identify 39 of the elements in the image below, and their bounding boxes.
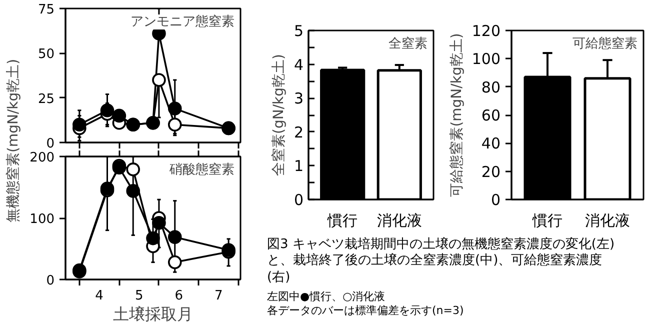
y-tick-label: 80	[481, 78, 501, 96]
text: 可給態窒素	[572, 36, 638, 52]
y-tick-label: 0	[294, 191, 304, 209]
y-axis-title: 無機態窒素(mgN/kg乾土)	[6, 58, 22, 222]
y-tick-label: 1	[294, 157, 304, 176]
x-tick-label: 慣行	[532, 212, 562, 230]
y-tick-label: 0	[490, 191, 501, 209]
y-tick-label: 100	[30, 212, 55, 227]
text: 全窒素	[388, 36, 428, 52]
y-tick-label: 200	[30, 150, 55, 166]
text: 硝酸態窒素	[168, 162, 234, 178]
text: 各データのバーは標準偏差を示す(n=3)	[267, 304, 465, 318]
x-tick-label: 6	[174, 288, 183, 304]
y-tick-label: 60	[481, 106, 501, 124]
y-tick-label: 20	[481, 162, 501, 181]
text: アンモニア態窒素	[130, 14, 234, 30]
x-tick-label: 慣行	[326, 212, 358, 230]
x-tick-label: 消化液	[585, 212, 630, 230]
y-tick-label: 4	[294, 56, 304, 74]
y-tick-label: 120	[472, 22, 501, 40]
x-axis-title: 土壌採取月	[113, 304, 193, 324]
x-tick-label: 5	[134, 288, 144, 304]
caption: 図3 キャベツ栽培期間中の土壌の無機態窒素濃度の変化(左)と、栽培終了後の土壌の全窒素濃度(中)、可給態窒素濃度(右)	[267, 237, 616, 286]
y-tick-label: 75	[38, 2, 55, 18]
y-tick-label: 0	[46, 136, 55, 152]
y-axis-title: 全窒素(gN/kg乾土)	[270, 54, 287, 176]
y-tick-label: 40	[481, 134, 501, 153]
x-tick-label: 消化液	[376, 212, 422, 230]
y-tick-label: 5	[294, 22, 304, 40]
y-tick-label: 50	[38, 47, 55, 62]
y-tick-label: 3	[294, 90, 304, 108]
y-axis-title: 可給態窒素(mgN/kg乾土)	[448, 33, 465, 197]
text: 左図中●慣行、○消化液	[267, 290, 386, 304]
y-tick-label: 100	[472, 50, 501, 68]
y-tick-label: 2	[294, 123, 304, 142]
x-tick-label: 4	[95, 288, 104, 304]
y-tick-label: 0	[46, 274, 55, 288]
x-tick-label: 7	[214, 288, 223, 304]
y-tick-label: 25	[38, 92, 55, 107]
